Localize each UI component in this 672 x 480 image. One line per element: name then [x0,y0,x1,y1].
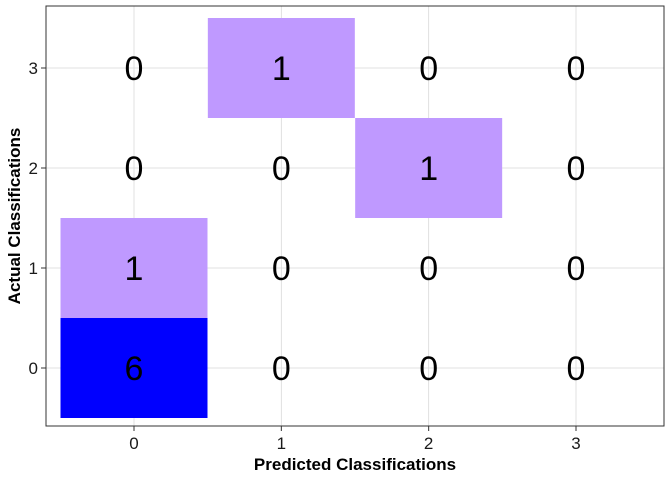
heatmap-cell-actual-2-predicted-2 [355,118,503,218]
heatmap-cell-actual-1-predicted-0 [60,218,208,318]
plot-panel-border [45,5,665,427]
cell-count-actual-2-predicted-3: 0 [567,150,586,188]
cell-count-actual-1-predicted-3: 0 [567,250,586,288]
x-axis-ticks: 0 1 2 3 [129,426,581,453]
cell-count-actual-1-predicted-2: 0 [419,250,438,288]
heatmap-cells [60,18,503,418]
cell-count-actual-0-predicted-3: 0 [567,350,586,388]
cell-count-labels: 6 0 0 0 1 0 0 0 0 0 1 0 0 1 0 0 [125,50,586,388]
y-tick-label-2: 2 [29,159,38,178]
cell-count-actual-2-predicted-2: 1 [419,150,438,188]
cell-count-actual-3-predicted-1: 1 [272,50,291,88]
cell-count-actual-1-predicted-0: 1 [125,250,144,288]
x-tick-label-0: 0 [129,434,138,453]
x-tick-label-2: 2 [424,434,433,453]
cell-count-actual-2-predicted-0: 0 [125,150,144,188]
cell-count-actual-3-predicted-0: 0 [125,50,144,88]
heatmap-cell-actual-3-predicted-1 [207,18,355,118]
y-tick-label-0: 0 [29,359,38,378]
y-axis-title: Actual Classifications [5,128,24,305]
cell-count-actual-0-predicted-2: 0 [419,350,438,388]
x-tick-label-3: 3 [571,434,580,453]
cell-count-actual-3-predicted-3: 0 [567,50,586,88]
cell-count-actual-0-predicted-1: 0 [272,350,291,388]
heatmap-cell-actual-0-predicted-0 [60,318,208,418]
cell-count-actual-2-predicted-1: 0 [272,150,291,188]
cell-count-actual-3-predicted-2: 0 [419,50,438,88]
cell-count-actual-0-predicted-0: 6 [125,350,144,388]
y-tick-label-1: 1 [29,259,38,278]
x-axis-title: Predicted Classifications [254,455,456,474]
x-tick-label-1: 1 [277,434,286,453]
y-tick-label-3: 3 [29,59,38,78]
y-axis-ticks: 0 1 2 3 [29,59,46,378]
cell-count-actual-1-predicted-1: 0 [272,250,291,288]
